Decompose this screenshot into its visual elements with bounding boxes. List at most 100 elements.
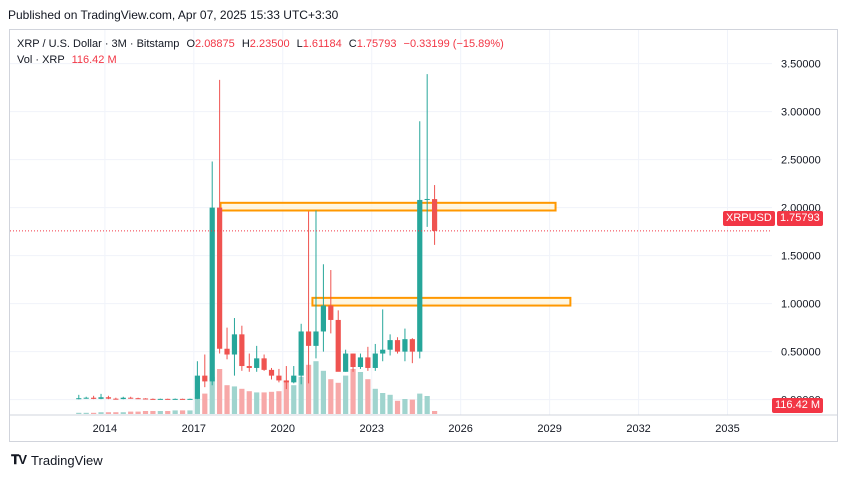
- legend-change: −0.33199 (−15.89%): [403, 38, 504, 50]
- legend-close-label: C: [348, 38, 357, 50]
- candle-body: [150, 398, 156, 400]
- volume-bar: [98, 412, 104, 414]
- candle-body: [98, 397, 104, 399]
- volume-bar: [365, 379, 371, 414]
- candle-body: [142, 398, 149, 400]
- candle-body: [76, 398, 82, 400]
- zone-boxes: [219, 201, 572, 307]
- candle-body: [283, 380, 289, 383]
- y-tick-label: 0.50000: [781, 347, 821, 359]
- legend-high: 2.23500: [249, 38, 290, 50]
- volume-bar: [105, 412, 112, 414]
- volume-bar: [91, 412, 97, 414]
- legend-low: 1.61184: [302, 38, 342, 50]
- volume-bar: [83, 412, 89, 414]
- last-price-value: 1.75793: [780, 212, 820, 224]
- x-tick-label: 2023: [359, 423, 383, 435]
- volume-bar: [431, 411, 438, 414]
- volume-bar: [409, 399, 415, 414]
- volume-bar: [76, 412, 82, 414]
- volume-bar: [246, 391, 252, 414]
- volume-bar: [328, 379, 334, 414]
- legend-open-label: O: [186, 38, 196, 50]
- volume-bar: [128, 411, 134, 414]
- volume-bar: [120, 412, 126, 414]
- candle-body: [394, 340, 401, 352]
- volume-value-tag: 116.42 M: [772, 398, 824, 413]
- x-tick-label: 2029: [537, 423, 561, 435]
- candle-body: [365, 357, 371, 368]
- candle-body: [91, 397, 97, 399]
- chart-grid: [10, 30, 772, 415]
- volume-bar: [357, 372, 364, 414]
- volume-bar: [298, 376, 304, 414]
- x-tick-label: 2035: [715, 423, 739, 435]
- volume-bar: [209, 376, 215, 414]
- candle-body: [224, 348, 230, 355]
- volume-bar: [372, 388, 378, 414]
- legend-open: 2.08875: [195, 38, 235, 50]
- volume-bar: [343, 375, 349, 414]
- x-tick-label: 2020: [271, 423, 295, 435]
- tradingview-logo[interactable]: 𝐓V TradingView: [11, 452, 103, 468]
- chart-legend: XRP / U.S. Dollar · 3M · Bitstamp O2.088…: [17, 36, 504, 68]
- volume-bar: [157, 411, 163, 414]
- candle-body: [276, 375, 282, 381]
- candle-body: [231, 334, 238, 355]
- volume-bars: [76, 361, 438, 414]
- legend-line-2: Vol · XRP 116.42 M: [17, 52, 504, 68]
- candles: [76, 74, 438, 400]
- last-price-value-tag: 1.75793: [777, 211, 823, 226]
- tradingview-logo-icon: 𝐓V: [11, 452, 27, 467]
- candle-body: [83, 397, 89, 399]
- volume-bar: [402, 399, 408, 414]
- x-tick-label: 2014: [93, 423, 117, 435]
- candle-body: [179, 398, 186, 400]
- candle-body: [328, 305, 334, 320]
- candle-body: [431, 199, 438, 231]
- volume-bar: [172, 410, 178, 414]
- volume-bar: [224, 385, 230, 414]
- volume-bar: [394, 400, 401, 414]
- chart-frame: [9, 29, 838, 442]
- volume-bar: [424, 396, 430, 414]
- volume-bar: [291, 385, 297, 414]
- candle-body: [187, 398, 193, 400]
- volume-value: 116.42 M: [775, 399, 821, 411]
- candle-body: [350, 353, 356, 367]
- last-price-tag: XRPUSD: [723, 211, 775, 226]
- volume-bar: [261, 392, 267, 414]
- candle-body: [372, 353, 378, 368]
- candle-body: [417, 199, 423, 352]
- volume-bar: [194, 397, 200, 414]
- x-tick-label: 2026: [448, 423, 472, 435]
- candle-body: [424, 198, 430, 200]
- legend-volume: 116.42 M: [71, 54, 117, 66]
- candle-body: [320, 305, 326, 332]
- volume-bar: [380, 393, 386, 414]
- candle-body: [157, 398, 163, 400]
- candle-body: [409, 339, 415, 352]
- last-price-symbol: XRPUSD: [726, 212, 772, 224]
- volume-bar: [276, 391, 282, 414]
- x-tick-label: 2017: [182, 423, 206, 435]
- candle-body: [291, 375, 297, 383]
- volume-bar: [150, 411, 156, 414]
- candle-body: [343, 353, 349, 372]
- volume-bar: [350, 369, 356, 414]
- volume-bar: [387, 394, 393, 414]
- volume-bar: [217, 369, 223, 414]
- volume-bar: [305, 364, 312, 414]
- volume-bar: [283, 381, 289, 414]
- candle-body: [239, 334, 245, 367]
- candle-body: [254, 358, 260, 368]
- candle-body: [261, 358, 267, 370]
- candle-body: [128, 397, 134, 399]
- volume-bar: [239, 388, 245, 414]
- candle-body: [217, 207, 223, 349]
- volume-bar: [268, 391, 275, 414]
- volume-bar: [320, 370, 326, 414]
- volume-bar: [313, 361, 319, 414]
- x-tick-label: 2032: [626, 423, 650, 435]
